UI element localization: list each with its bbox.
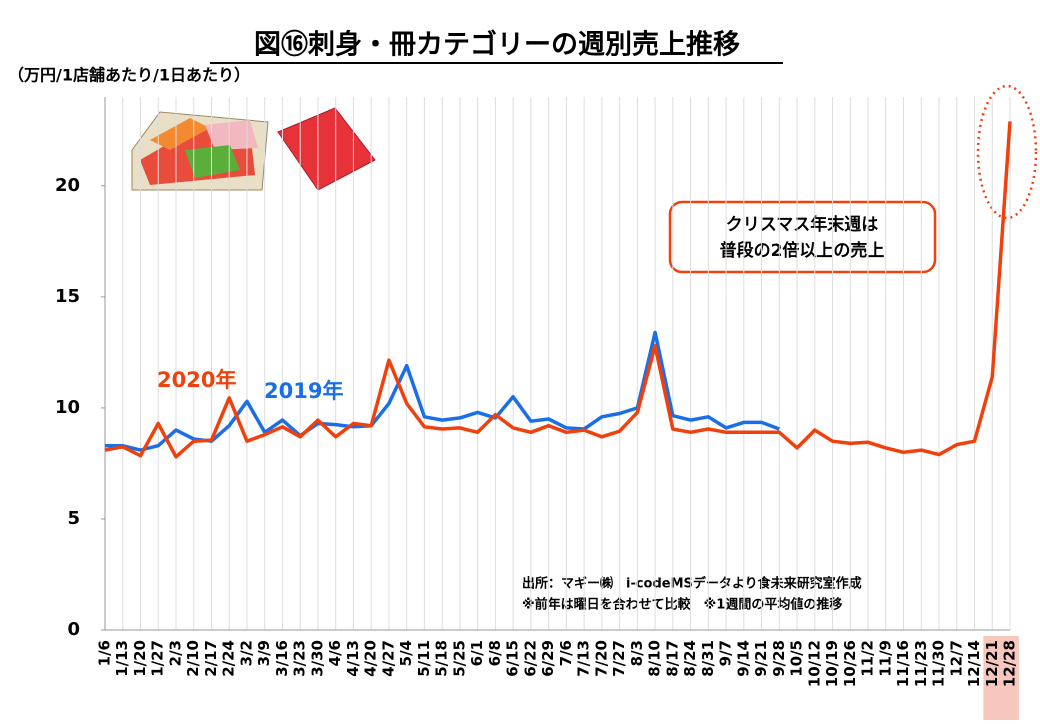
x-tick-label: 9/7 (717, 640, 735, 666)
y-tick-label: 5 (67, 508, 80, 529)
x-tick-label: 12/21 (983, 640, 1001, 687)
x-tick-label: 3/2 (237, 640, 255, 666)
x-tick-label: 12/7 (947, 640, 965, 677)
x-tick-label: 3/30 (308, 640, 326, 677)
x-tick-label: 6/15 (504, 640, 522, 677)
series-label: 2019年 (264, 379, 343, 403)
x-tick-label: 6/8 (486, 640, 504, 666)
x-tick-label: 10/5 (788, 640, 806, 677)
y-tick-label: 15 (55, 286, 80, 307)
y-tick-label: 10 (55, 397, 80, 418)
plot: 1/6 1/13 1/20 1/27 2/3 2/10 2/17 2/24 3/2 3/9 3/16… (55, 97, 1019, 720)
x-tick-label: 3/23 (291, 640, 309, 677)
x-tick-label: 12/14 (965, 640, 983, 687)
x-tick-label: 11/16 (894, 640, 912, 687)
x-tick-label: 8/31 (699, 640, 717, 677)
x-tick-label: 8/17 (663, 640, 681, 677)
line-series (105, 330, 780, 452)
x-tick-label: 10/19 (823, 640, 841, 687)
x-tick-label: 7/13 (575, 640, 593, 677)
x-tick-label: 2/10 (184, 640, 202, 677)
highlight-ellipse (976, 84, 1038, 220)
x-tick-label: 1/13 (113, 640, 131, 677)
sashimi-illustration (131, 107, 376, 191)
y-axis-label: （万円/1店舗あたり/1日あたり） (8, 66, 250, 85)
x-tick-label: 4/27 (379, 640, 397, 677)
x-tick-label: 11/30 (930, 640, 948, 687)
x-tick-label: 5/11 (415, 640, 433, 677)
series-label: 2020年 (157, 368, 236, 392)
x-tick-label: 4/20 (362, 640, 380, 677)
x-tick-label: 6/22 (521, 640, 539, 677)
x-tick-label: 6/29 (539, 640, 557, 677)
x-tick-label: 5/25 (450, 640, 468, 677)
x-tick-label: 8/10 (646, 640, 664, 677)
annotation: 普段の2倍以上の売上 (720, 240, 885, 261)
x-tick-label: 5/4 (397, 640, 415, 666)
x-tick-label: 3/16 (273, 640, 291, 677)
annotation: クリスマス年末週は (726, 214, 879, 235)
annotation-box (668, 200, 937, 274)
x-tick-label: 11/2 (859, 640, 877, 677)
x-tick-label: 1/6 (96, 640, 114, 666)
x-tick-label: 1/27 (149, 640, 167, 677)
x-tick-label: 9/21 (752, 640, 770, 677)
x-tick-label: 4/13 (344, 640, 362, 677)
x-tick-label: 7/6 (557, 640, 575, 666)
x-tick-label: 8/24 (681, 640, 699, 677)
x-tick-label: 12/28 (1001, 640, 1019, 687)
x-tick-label: 6/1 (468, 640, 486, 666)
x-tick-label: 2/24 (220, 640, 238, 677)
line-series (104, 121, 1012, 459)
x-tick-label: 8/3 (628, 640, 646, 666)
x-tick-label: 10/12 (805, 640, 823, 687)
x-tick-label: 1/20 (131, 640, 149, 677)
x-tick-label: 7/20 (592, 640, 610, 677)
x-tick-label: 2/17 (202, 640, 220, 677)
chart-title: 図⑯刺身・冊カテゴリーの週別売上推移 (254, 29, 740, 61)
x-tick-label: 9/14 (734, 640, 752, 677)
label-highlight (983, 636, 1019, 720)
source-note: ※前年は曜日を合わせて比較 ※1週間の平均値の推移 (522, 597, 842, 613)
x-tick-label: 3/9 (255, 640, 273, 666)
y-tick-label: 20 (55, 175, 80, 196)
x-tick-label: 10/26 (841, 640, 859, 687)
y-tick-label: 0 (67, 619, 80, 640)
x-tick-label: 11/9 (876, 640, 894, 677)
x-tick-label: 9/28 (770, 640, 788, 677)
x-tick-label: 5/18 (433, 640, 451, 677)
x-tick-label: 2/3 (166, 640, 184, 666)
x-tick-label: 11/23 (912, 640, 930, 687)
source-note: 出所：マギー㈱ i-codeMSデータより食未来研究室作成 (522, 576, 862, 592)
x-tick-label: 4/6 (326, 640, 344, 666)
x-tick-label: 7/27 (610, 640, 628, 677)
